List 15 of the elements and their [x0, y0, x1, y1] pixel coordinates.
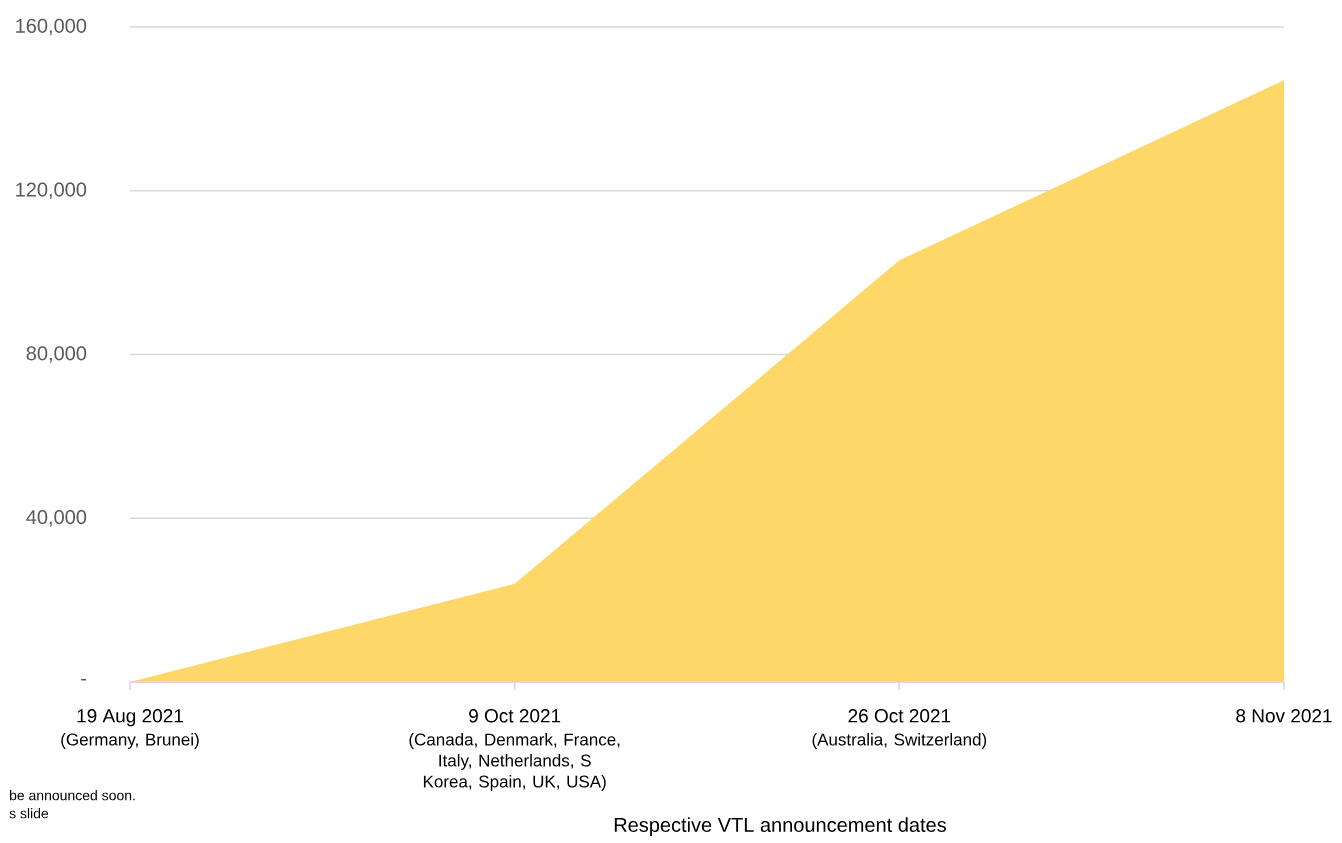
x-tick-label: 26 Oct 2021 — [848, 709, 951, 723]
x-tick-label: 9 Oct 2021 — [469, 709, 561, 723]
text: s slide — [9, 808, 49, 819]
y-tick-label: 160,000 — [16, 18, 87, 36]
y-tick-label: - — [81, 678, 87, 681]
y-tick-label: 40,000 — [26, 510, 87, 527]
x-axis-title: Respective VTL announcement dates — [614, 817, 946, 836]
y-tick-label: 80,000 — [26, 346, 87, 363]
y-tick-label: 120,000 — [16, 182, 87, 200]
text: (Canada, Denmark, France, Italy, Netherlands, S Korea, Spain, UK, USA) — [409, 733, 620, 791]
x-tick-label: 8 Nov 2021 — [1236, 709, 1332, 723]
text: (Germany, Brunei) — [61, 733, 199, 749]
x-tick-label: 19 Aug 2021 — [77, 709, 183, 727]
text: be announced soon. — [9, 790, 135, 801]
text: (Australia, Switzerland) — [812, 733, 987, 749]
